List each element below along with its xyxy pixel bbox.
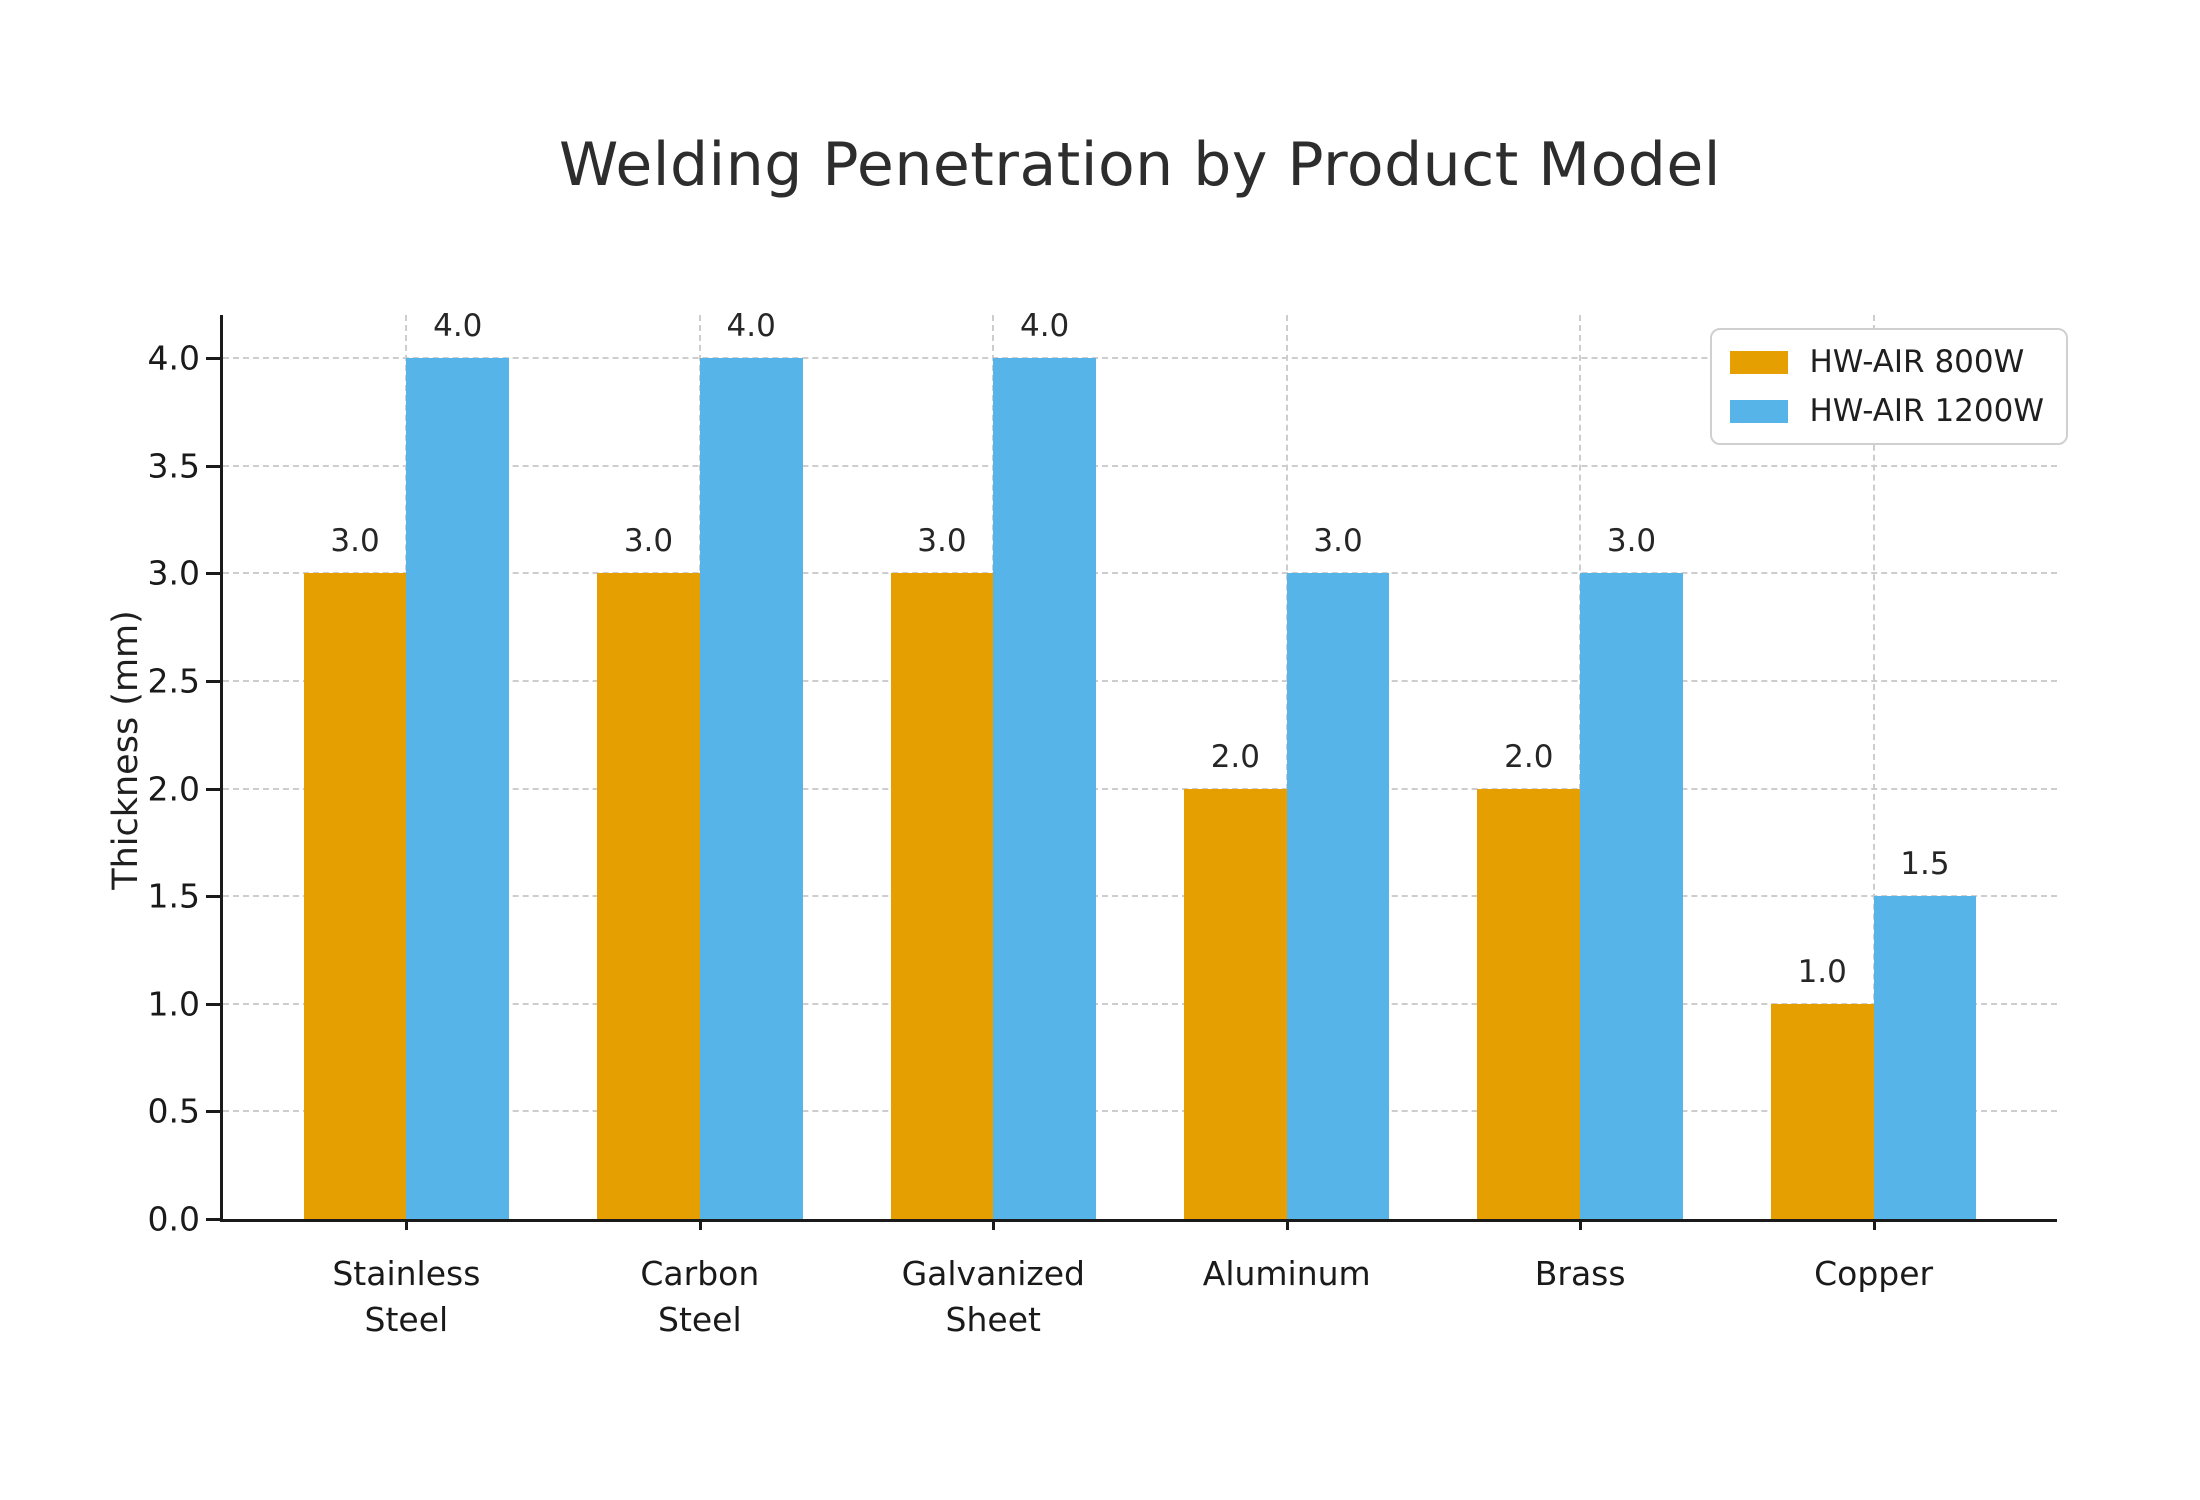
chart-title: Welding Penetration by Product Model — [559, 130, 1721, 200]
bar-hw-air-1200w-copper — [1873, 896, 1977, 1219]
legend-swatch-800w-icon — [1729, 350, 1788, 374]
h-gridline — [223, 1110, 2057, 1113]
legend-label-1200w: HW-AIR 1200W — [1809, 393, 2045, 429]
y-tick-mark — [206, 464, 220, 468]
bar-value-label: 2.0 — [1504, 738, 1554, 775]
h-gridline — [223, 357, 2057, 359]
x-tick-mark — [405, 1219, 409, 1230]
bar-hw-air-800w-stainless-steel — [303, 573, 407, 1219]
x-category-label-copper: Copper — [1814, 1254, 1934, 1293]
h-gridline — [223, 895, 2057, 898]
y-tick-mark — [206, 357, 220, 360]
bar-hw-air-1200w-stainless-steel — [406, 358, 510, 1219]
h-gridline — [223, 464, 2057, 467]
y-tick-mark — [206, 895, 220, 899]
bar-hw-air-1200w-galvanized-sheet — [993, 358, 1096, 1219]
bar-hw-air-1200w-carbon-steel — [699, 358, 803, 1219]
y-tick-mark — [206, 1218, 220, 1221]
y-tick-label: 4.0 — [147, 338, 200, 378]
x-category-label-stainless-steel: Stainless Steel — [332, 1254, 481, 1340]
legend-swatch-1200w-icon — [1729, 399, 1788, 423]
bar-hw-air-1200w-brass — [1580, 573, 1683, 1219]
y-tick-label: 1.5 — [147, 876, 200, 916]
bar-value-label: 1.5 — [1900, 846, 1950, 883]
bar-value-label: 3.0 — [917, 523, 967, 560]
x-tick-mark — [1872, 1219, 1876, 1230]
bar-value-label: 4.0 — [1019, 308, 1070, 344]
y-tick-mark — [206, 572, 220, 576]
legend: HW-AIR 800W HW-AIR 1200W — [1709, 328, 2068, 445]
y-tick-label: 2.5 — [147, 661, 200, 701]
bar-hw-air-800w-brass — [1477, 788, 1581, 1219]
plot-area: 3.0 3.0 3.0 2.0 2.0 1.0 4.0 4.0 4.0 3.0 3.0 1.5 0.0 0… — [148, 308, 2057, 1339]
y-axis-label: Thickness (mm) — [106, 610, 146, 890]
x-axis-spine — [220, 1219, 2057, 1222]
h-gridline — [223, 787, 2057, 790]
bar-value-label: 3.0 — [1606, 523, 1657, 560]
x-category-label-aluminum: Aluminum — [1202, 1254, 1371, 1293]
x-category-label-carbon-steel: Carbon Steel — [640, 1254, 760, 1340]
y-tick-label: 3.5 — [147, 446, 200, 486]
y-tick-mark — [206, 787, 220, 791]
bar-hw-air-800w-copper — [1770, 1003, 1874, 1219]
y-tick-label: 3.0 — [147, 553, 200, 593]
bar-hw-air-800w-galvanized-sheet — [890, 573, 994, 1219]
bar-value-label: 3.0 — [330, 523, 380, 560]
x-category-label-brass: Brass — [1534, 1254, 1626, 1293]
y-tick-mark — [206, 1002, 220, 1006]
bar-hw-air-800w-carbon-steel — [597, 573, 700, 1219]
x-category-label-galvanized-sheet: Galvanized Sheet — [901, 1254, 1085, 1340]
v-gridline — [1872, 315, 1875, 1219]
h-gridline — [223, 1002, 2057, 1005]
x-tick-mark — [992, 1219, 996, 1230]
y-axis-spine — [220, 315, 223, 1219]
y-tick-mark — [206, 679, 220, 683]
legend-item-1200w: HW-AIR 1200W — [1729, 393, 2045, 429]
bar-value-label: 3.0 — [623, 523, 674, 560]
y-tick-label: 0.5 — [147, 1091, 200, 1131]
y-tick-mark — [206, 1110, 220, 1114]
bar-value-label: 3.0 — [1313, 523, 1363, 560]
x-tick-mark — [1285, 1219, 1289, 1230]
bar-value-label: 2.0 — [1210, 738, 1261, 775]
bar-value-label: 4.0 — [433, 308, 483, 344]
legend-item-800w: HW-AIR 800W — [1729, 344, 2045, 380]
x-tick-mark — [698, 1219, 702, 1230]
bar-value-label: 4.0 — [726, 308, 776, 344]
y-tick-label: 1.0 — [147, 984, 200, 1024]
y-tick-label: 0.0 — [147, 1199, 200, 1239]
bar-hw-air-800w-aluminum — [1184, 788, 1287, 1219]
legend-label-800w: HW-AIR 800W — [1809, 344, 2025, 380]
bar-hw-air-1200w-aluminum — [1286, 573, 1390, 1219]
bar-value-label: 1.0 — [1797, 953, 1847, 990]
h-gridline — [223, 679, 2057, 682]
x-tick-mark — [1579, 1219, 1583, 1230]
h-gridline — [223, 572, 2057, 575]
y-tick-label: 2.0 — [147, 769, 200, 808]
